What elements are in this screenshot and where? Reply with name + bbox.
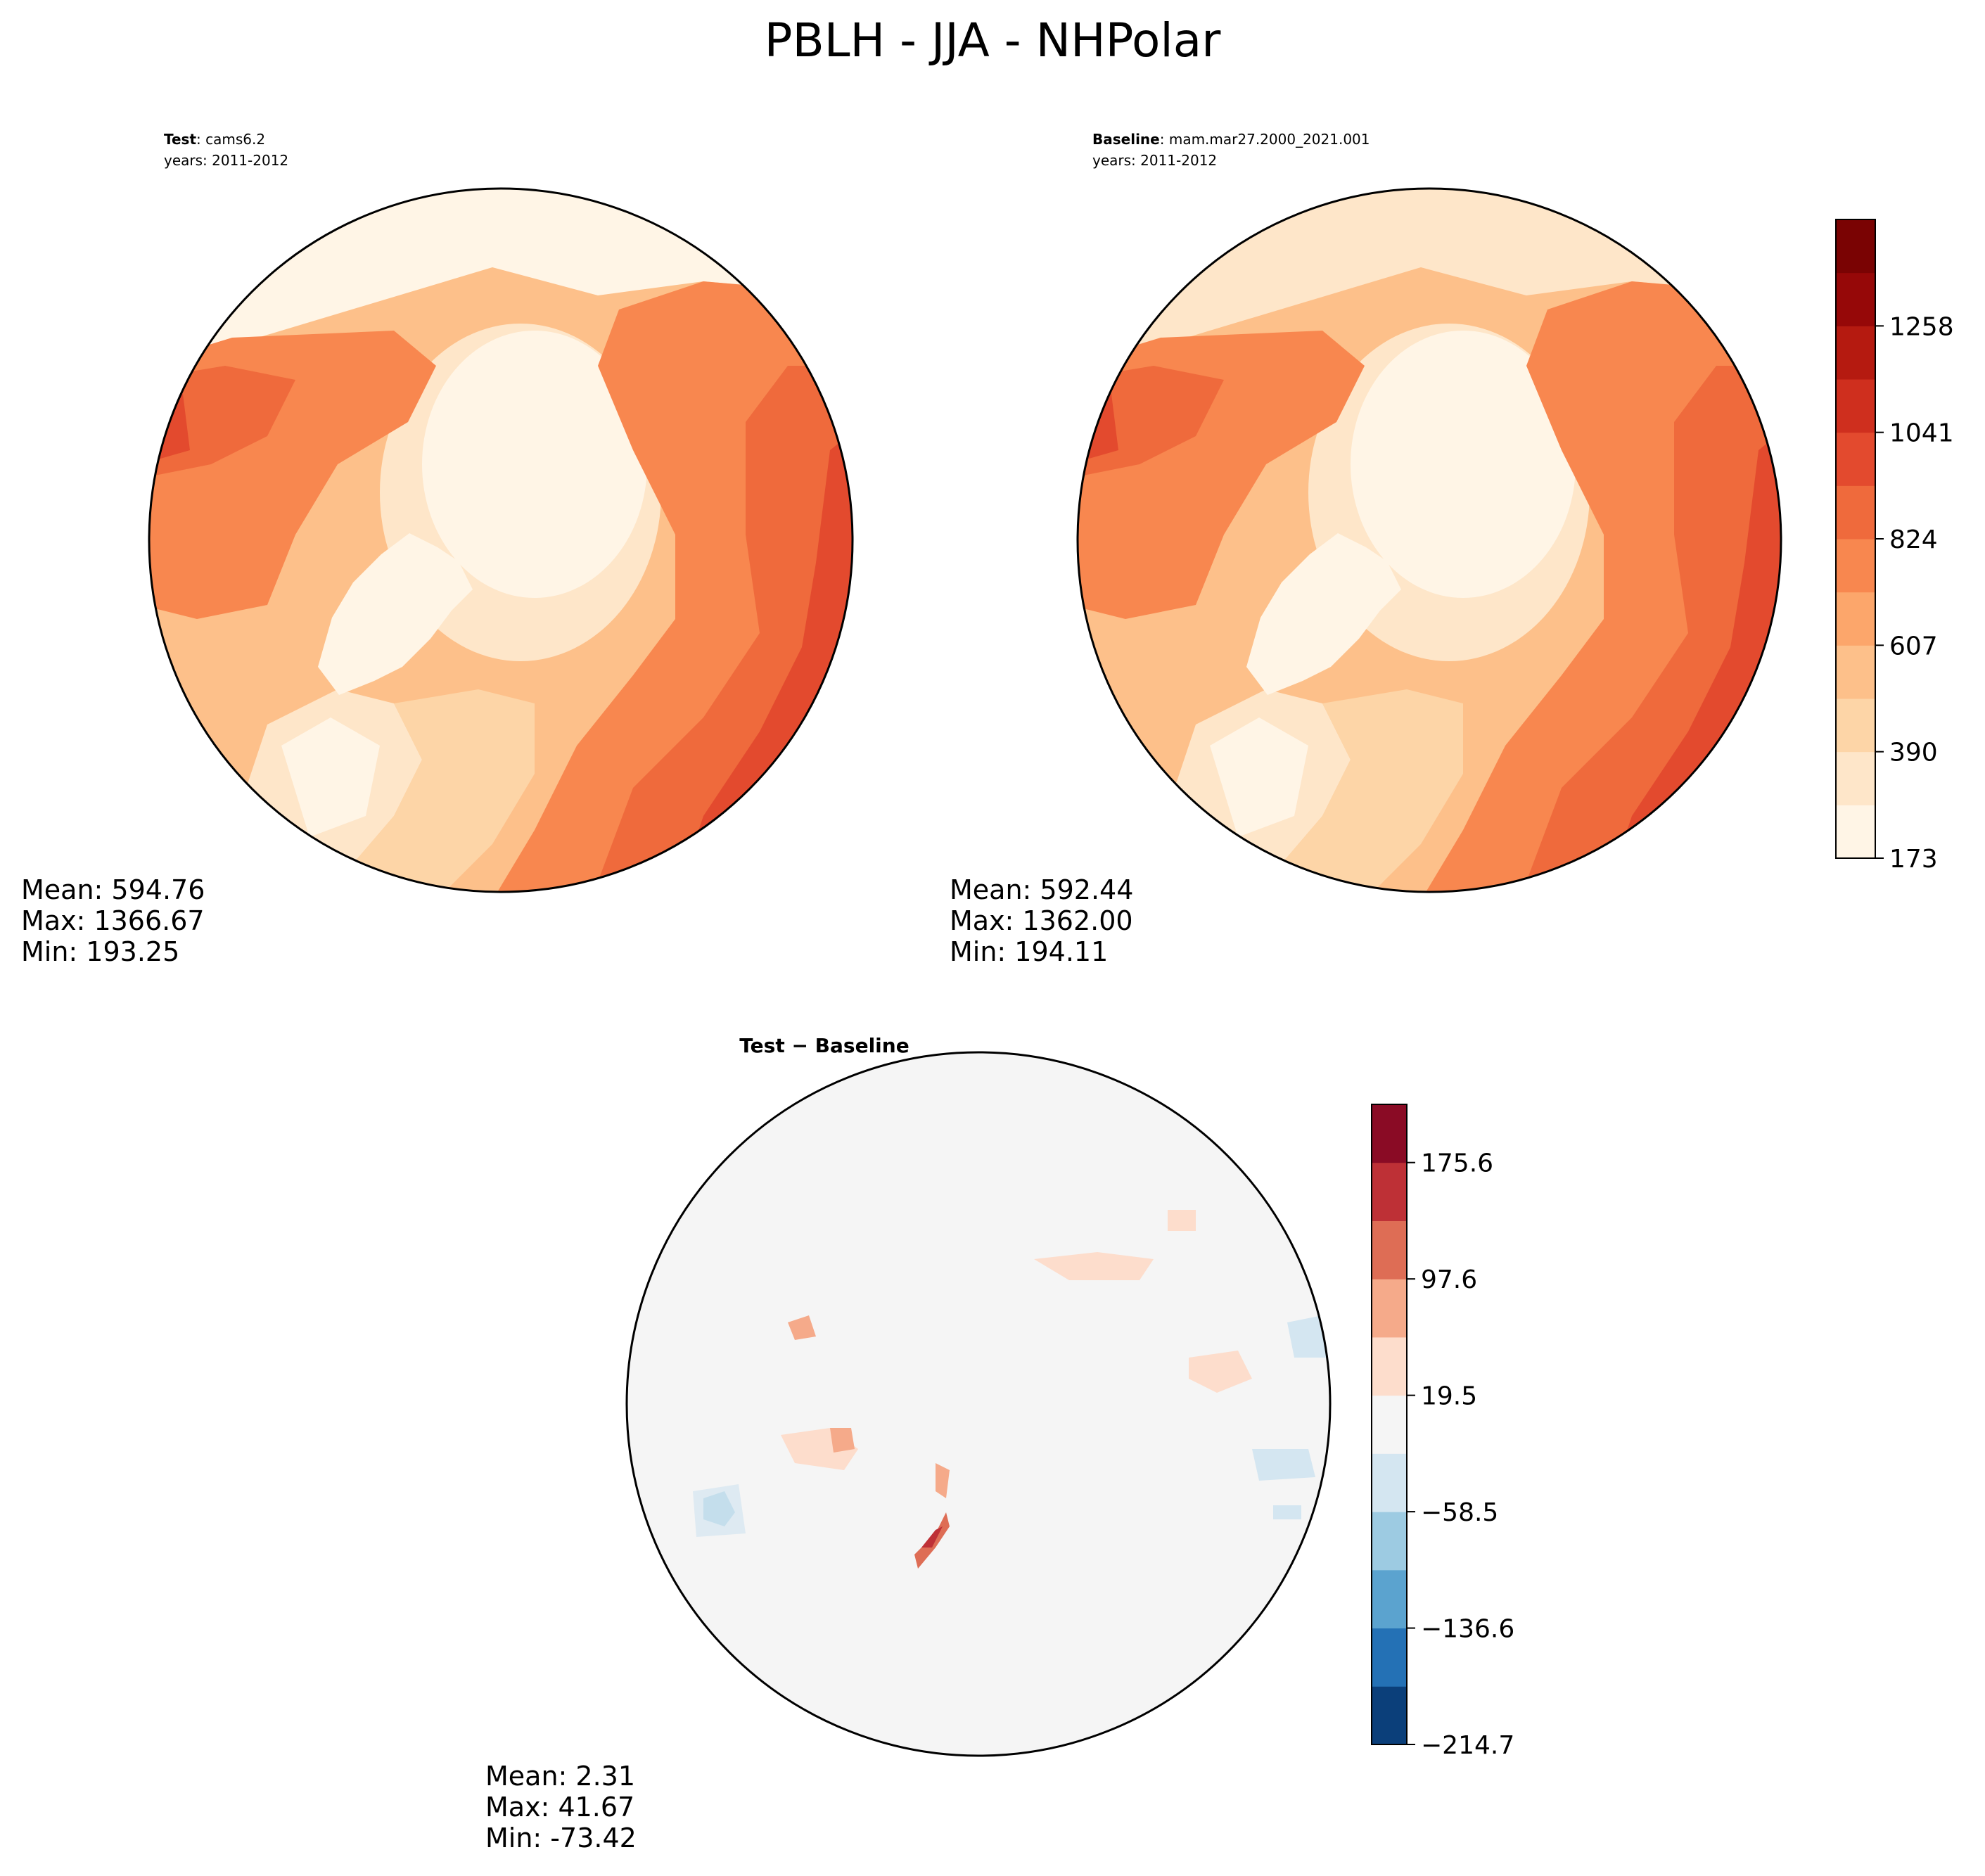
main-colorbar-swatch	[1836, 379, 1875, 433]
main-colorbar-tick-label: 390	[1889, 739, 1938, 767]
diff-panel: Test − Baseline Mean: 2.31 Max: 41.67 M	[485, 1034, 1332, 1853]
test-panel-label: Test: cams6.2	[164, 131, 265, 148]
diff-colorbar-tick-label: −214.7	[1421, 1731, 1514, 1760]
main-colorbar-tick-label: 607	[1889, 632, 1938, 661]
main-colorbar-tick-label: 1041	[1889, 419, 1954, 448]
test-label-value: : cams6.2	[196, 131, 265, 148]
diff-map-border	[625, 1051, 1332, 1757]
main-colorbar-swatch	[1836, 485, 1875, 540]
baseline-stat-min: Min: 194.11	[950, 936, 1108, 967]
diff-colorbar-swatch	[1372, 1104, 1407, 1163]
diff-colorbar-tick-label: −136.6	[1421, 1615, 1514, 1644]
diff-colorbar-swatch	[1372, 1220, 1407, 1280]
baseline-years: years: 2011-2012	[1092, 152, 1217, 169]
diff-map	[627, 1052, 1330, 1756]
diff-colorbar-swatch	[1372, 1686, 1407, 1745]
diff-colorbar-swatch	[1372, 1395, 1407, 1454]
diff-colorbar: −214.7 −136.6 −58.5 19.5 97.6 175.6	[1371, 1104, 1514, 1760]
main-colorbar-swatch	[1836, 432, 1875, 486]
main-colorbar-swatch	[1836, 805, 1875, 859]
diff-colorbar-tick-label: 175.6	[1421, 1149, 1493, 1178]
figure-title: PBLH - JJA - NHPolar	[765, 13, 1222, 68]
diff-colorbar-swatch	[1372, 1512, 1407, 1571]
baseline-panel: Baseline: mam.mar27.2000_2021.001 years:…	[950, 131, 1782, 967]
baseline-map	[1078, 189, 1781, 892]
diff-colorbar-frame	[1371, 1104, 1408, 1745]
baseline-map-border	[1076, 187, 1782, 893]
main-colorbar-tick-label: 1258	[1889, 312, 1954, 341]
baseline-panel-label: Baseline: mam.mar27.2000_2021.001	[1092, 131, 1370, 148]
diff-colorbar-swatch	[1372, 1336, 1407, 1396]
diff-colorbar-swatch	[1372, 1279, 1407, 1338]
test-stat-min: Min: 193.25	[21, 936, 179, 967]
diff-colorbar-tick-label: −58.5	[1421, 1498, 1498, 1527]
test-map-border	[148, 187, 854, 893]
diff-stat-max: Max: 41.67	[485, 1792, 634, 1823]
test-panel: Test: cams6.2 years: 2011-2012	[21, 131, 854, 967]
main-colorbar-tick-label: 824	[1889, 525, 1938, 554]
main-colorbar-swatch	[1836, 326, 1875, 380]
main-colorbar-swatch	[1836, 698, 1875, 753]
diff-colorbar-tick-label: 97.6	[1421, 1265, 1477, 1294]
diff-colorbar-swatch	[1372, 1453, 1407, 1512]
main-colorbar-swatch	[1836, 219, 1875, 274]
diff-panel-label: Test − Baseline	[739, 1034, 909, 1057]
main-colorbar: 173 390 607 824 1041 1258	[1835, 219, 1954, 874]
main-colorbar-swatch	[1836, 751, 1875, 805]
diff-colorbar-tick-label: 19.5	[1421, 1382, 1477, 1411]
test-map	[149, 189, 853, 892]
diff-colorbar-swatch	[1372, 1569, 1407, 1629]
test-label-bold: Test	[164, 131, 196, 148]
diff-stat-mean: Mean: 2.31	[485, 1761, 635, 1792]
diff-colorbar-swatch	[1372, 1162, 1407, 1221]
baseline-label-value: : mam.mar27.2000_2021.001	[1160, 131, 1370, 148]
baseline-stat-max: Max: 1362.00	[950, 905, 1133, 936]
diff-stat-min: Min: -73.42	[485, 1823, 637, 1853]
main-colorbar-swatch	[1836, 592, 1875, 646]
baseline-stat-mean: Mean: 592.44	[950, 874, 1133, 905]
baseline-label-bold: Baseline	[1092, 131, 1160, 148]
test-years: years: 2011-2012	[164, 152, 288, 169]
main-colorbar-swatch	[1836, 272, 1875, 326]
test-stat-mean: Mean: 594.76	[21, 874, 205, 905]
main-colorbar-swatch	[1836, 539, 1875, 593]
test-stat-max: Max: 1366.67	[21, 905, 205, 936]
diff-colorbar-swatch	[1372, 1628, 1407, 1687]
main-colorbar-tick-label: 173	[1889, 845, 1938, 874]
main-colorbar-swatch	[1836, 645, 1875, 699]
